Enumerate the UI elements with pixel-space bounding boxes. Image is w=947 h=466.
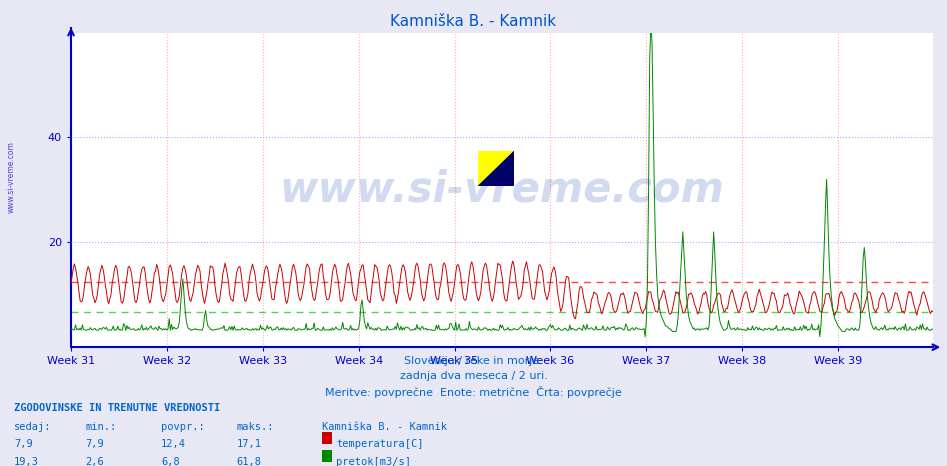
Text: pretok[m3/s]: pretok[m3/s] bbox=[336, 457, 411, 466]
Text: 7,9: 7,9 bbox=[14, 439, 33, 449]
Text: www.si-vreme.com: www.si-vreme.com bbox=[279, 169, 724, 211]
Text: ZGODOVINSKE IN TRENUTNE VREDNOSTI: ZGODOVINSKE IN TRENUTNE VREDNOSTI bbox=[14, 403, 221, 413]
Text: Kamniška B. - Kamnik: Kamniška B. - Kamnik bbox=[390, 14, 557, 29]
Text: 2,6: 2,6 bbox=[85, 457, 104, 466]
Text: 7,9: 7,9 bbox=[85, 439, 104, 449]
Text: povpr.:: povpr.: bbox=[161, 422, 205, 432]
Text: zadnja dva meseca / 2 uri.: zadnja dva meseca / 2 uri. bbox=[400, 371, 547, 381]
Text: sedaj:: sedaj: bbox=[14, 422, 52, 432]
Polygon shape bbox=[478, 151, 514, 186]
Text: 17,1: 17,1 bbox=[237, 439, 261, 449]
Text: 12,4: 12,4 bbox=[161, 439, 186, 449]
Text: 61,8: 61,8 bbox=[237, 457, 261, 466]
Text: 19,3: 19,3 bbox=[14, 457, 39, 466]
Text: 6,8: 6,8 bbox=[161, 457, 180, 466]
Text: min.:: min.: bbox=[85, 422, 116, 432]
Text: www.si-vreme.com: www.si-vreme.com bbox=[7, 141, 16, 213]
Text: Meritve: povprečne  Enote: metrične  Črta: povprečje: Meritve: povprečne Enote: metrične Črta:… bbox=[325, 386, 622, 398]
Text: maks.:: maks.: bbox=[237, 422, 275, 432]
Text: temperatura[C]: temperatura[C] bbox=[336, 439, 423, 449]
Polygon shape bbox=[478, 151, 514, 186]
Text: Slovenija / reke in morje.: Slovenija / reke in morje. bbox=[404, 356, 543, 366]
Text: Kamniška B. - Kamnik: Kamniška B. - Kamnik bbox=[322, 422, 447, 432]
Polygon shape bbox=[478, 151, 514, 186]
